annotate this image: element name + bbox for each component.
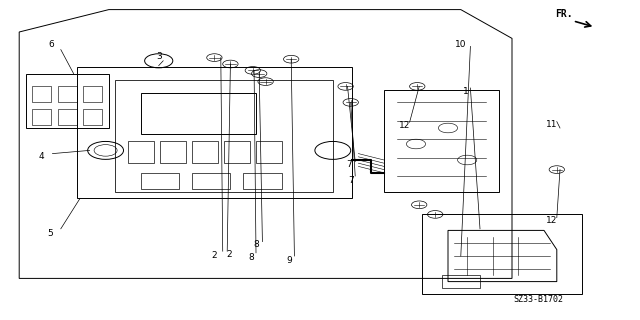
Bar: [160, 141, 186, 163]
Bar: [192, 141, 218, 163]
Bar: [442, 275, 480, 288]
Text: 8: 8: [253, 240, 259, 249]
Text: 4: 4: [39, 152, 44, 161]
Text: 10: 10: [455, 40, 467, 49]
Bar: [422, 214, 582, 294]
Text: 12: 12: [546, 216, 557, 225]
Bar: [58, 86, 77, 102]
Text: 7: 7: [346, 160, 351, 169]
Text: 9: 9: [287, 256, 292, 265]
Bar: [58, 109, 77, 125]
Text: 5: 5: [47, 229, 52, 238]
Text: 8: 8: [248, 253, 253, 262]
Bar: [83, 109, 102, 125]
Bar: [128, 141, 154, 163]
Bar: [256, 141, 282, 163]
Bar: [32, 86, 51, 102]
Bar: [141, 93, 256, 134]
Text: 1: 1: [463, 87, 468, 96]
Text: 2: 2: [227, 250, 232, 259]
Bar: [224, 141, 250, 163]
Text: 7: 7: [348, 176, 353, 185]
Bar: [243, 173, 282, 189]
Text: 3: 3: [156, 52, 161, 61]
Text: 11: 11: [546, 120, 557, 129]
Text: SZ33-B1702: SZ33-B1702: [513, 295, 563, 304]
Bar: [26, 74, 109, 128]
Text: 2: 2: [212, 252, 217, 260]
Bar: [141, 173, 179, 189]
Text: 6: 6: [49, 40, 54, 49]
Bar: [192, 173, 230, 189]
Text: FR.: FR.: [555, 9, 573, 19]
Bar: [32, 109, 51, 125]
Text: 12: 12: [399, 121, 410, 130]
Bar: [83, 86, 102, 102]
